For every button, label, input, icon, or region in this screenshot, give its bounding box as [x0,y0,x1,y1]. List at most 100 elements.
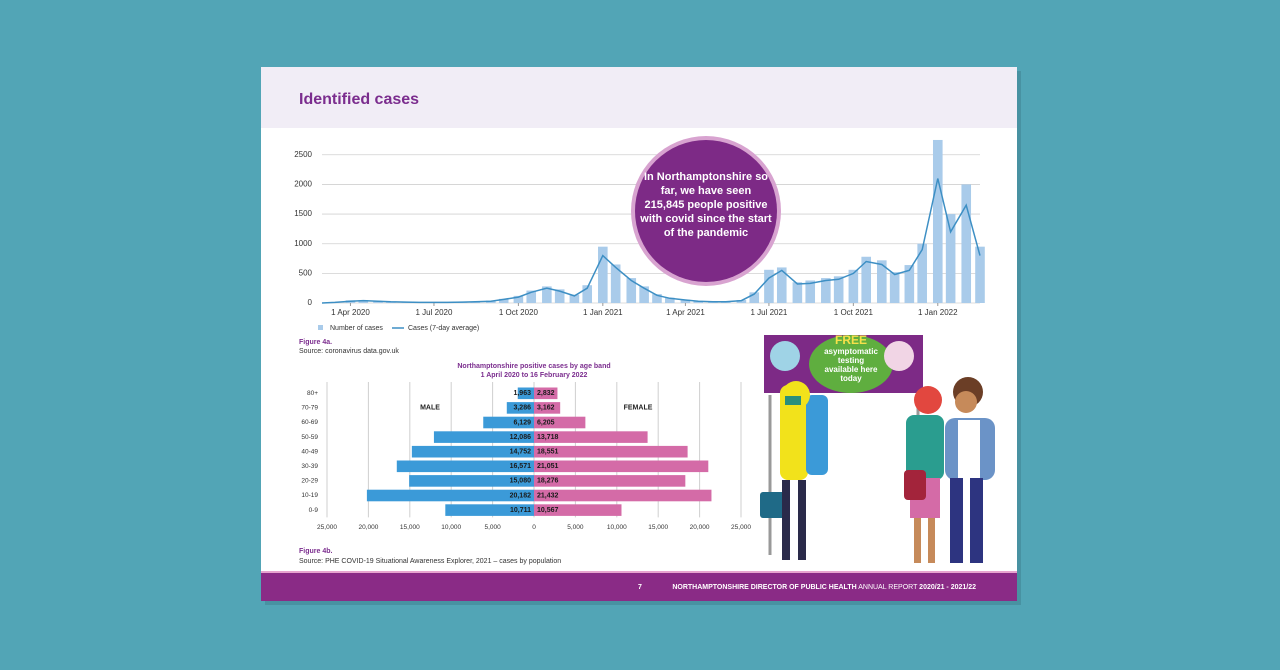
footer-period: 2020/21 - 2021/22 [919,584,976,591]
age-bar [411,445,534,458]
x-tick-label: 1 Apr 2021 [666,308,705,317]
figure-source: Source: PHE COVID-19 Situational Awarene… [299,558,561,565]
age-bar [534,504,622,516]
age-label: 80+ [307,390,318,397]
case-bar [680,299,691,303]
case-bar [693,300,704,303]
value-label: 6,205 [537,419,555,426]
y-tick-label: 2500 [294,150,312,159]
y-tick-label: 0 [308,298,313,307]
age-label: 40-49 [301,448,318,455]
x-tick-label: 25,000 [317,524,337,531]
case-bar [848,269,859,303]
value-label: 6,129 [513,419,531,426]
x-tick-label: 5,000 [567,524,584,531]
case-bar [889,272,900,303]
legend-swatch [318,325,323,330]
x-tick-label: 20,000 [358,524,378,531]
case-bar [736,300,747,303]
case-bar [833,276,844,303]
figure-label: Figure 4a. [299,339,332,346]
figure-source: Source: coronavirus data.gov.uk [299,348,399,355]
x-tick-label: 1 Apr 2020 [331,308,370,317]
callout-text: In Northamptonshire so far, we have seen… [640,171,772,239]
value-label: 2,832 [537,390,555,397]
value-label: 13,718 [537,434,559,441]
footer-rule [261,571,1017,573]
age-label: 70-79 [301,405,318,412]
case-bar [610,264,621,303]
x-tick-label: 5,000 [484,524,501,531]
sign-headline: FREE [834,333,867,347]
value-label: 1,963 [513,390,531,397]
age-label: 20-29 [301,478,318,485]
case-bar [904,265,915,303]
value-label: 12,086 [510,434,532,441]
y-tick-label: 500 [299,268,313,277]
figure-label: Figure 4b. [299,548,333,555]
case-bar [598,246,608,303]
y-tick-label: 1000 [294,239,312,248]
case-bar [542,286,552,303]
value-label: 10,711 [510,507,531,514]
value-label: 21,051 [537,463,559,470]
x-tick-label: 10,000 [607,524,627,531]
case-bar [639,286,649,303]
legend-label: Number of cases [330,325,383,332]
illustration [760,333,995,563]
value-label: 14,752 [510,449,532,456]
x-tick-label: 1 Jan 2021 [583,308,623,317]
x-tick-label: 10,000 [441,524,461,531]
value-label: 18,276 [537,478,559,485]
series-label: FEMALE [624,405,653,412]
case-bar [569,294,580,303]
age-label: 10-19 [301,492,318,499]
value-label: 16,571 [510,463,532,470]
case-bar [373,300,383,303]
value-label: 21,432 [537,492,559,499]
age-bar [534,387,558,400]
age-bar [534,489,712,502]
case-bar [821,278,831,303]
x-tick-label: 1 Oct 2021 [834,308,874,317]
case-bar [975,246,985,303]
x-tick-label: 20,000 [690,524,710,531]
value-label: 18,551 [537,449,559,456]
value-label: 3,162 [537,405,555,412]
case-bar [861,256,872,303]
age-bar [409,475,534,487]
footer-organisation: NORTHAMPTONSHIRE DIRECTOR OF PUBLIC HEAL… [672,584,856,591]
header-band [261,67,1017,128]
case-bar [764,269,774,303]
footer-text: NORTHAMPTONSHIRE DIRECTOR OF PUBLIC HEAL… [672,584,976,591]
value-label: 20,182 [510,492,532,499]
age-bar [506,402,534,414]
x-tick-label: 0 [532,524,536,531]
chart-subtitle: 1 April 2020 to 16 February 2022 [481,372,588,379]
case-bar [626,278,637,303]
age-label: 50-59 [301,434,318,441]
age-bar [517,387,534,400]
x-tick-label: 1 Jul 2020 [416,308,453,317]
case-bar [554,289,565,303]
age-label: 0-9 [309,507,319,514]
age-bar [445,504,534,516]
age-bar [433,431,534,443]
age-bar [534,402,561,414]
value-label: 10,567 [537,507,559,514]
x-tick-label: 15,000 [400,524,420,531]
y-tick-label: 1500 [294,209,312,218]
age-bar [534,431,648,443]
case-bar [917,243,927,303]
case-bar [526,290,537,303]
case-bar [932,139,943,303]
sign-text: FREE asymptomatic testing available here … [823,333,879,384]
series-label: MALE [420,405,440,412]
case-bar [805,280,816,303]
case-bar [961,184,972,303]
sign-message: asymptomatic testing available here toda… [824,347,878,383]
age-bar [366,489,534,502]
x-tick-label: 15,000 [648,524,668,531]
